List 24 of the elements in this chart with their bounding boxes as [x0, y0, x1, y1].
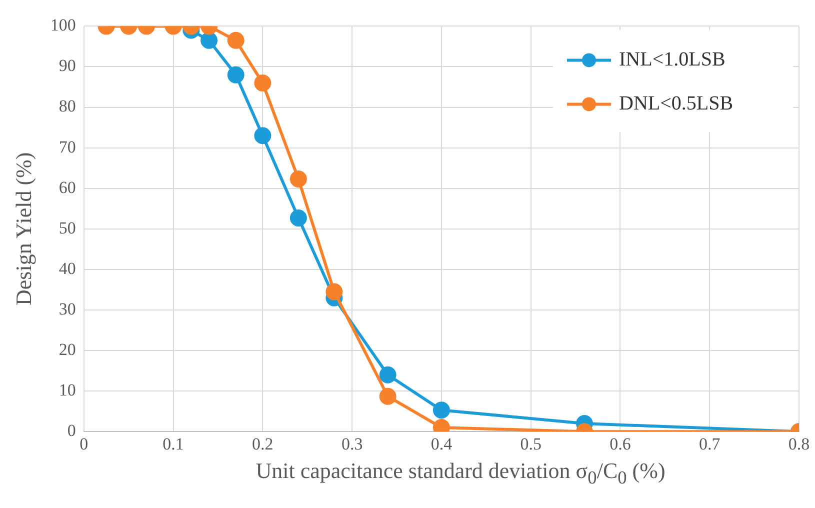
x-tick-label: 0.8 [788, 434, 810, 454]
x-tick-label: 0 [80, 434, 88, 454]
y-tick-label: 0 [67, 421, 76, 440]
x-tick-label: 0.7 [698, 434, 721, 454]
x-tick-label: 0.1 [162, 434, 184, 454]
y-tick-label: 100 [50, 16, 76, 35]
x-tick-label: 0.2 [252, 434, 274, 454]
legend-label: DNL<0.5LSB [619, 92, 734, 114]
x-tick-label: 0.6 [610, 434, 631, 454]
x-axis-title: Unit capacitance standard deviation σ$_{0}$/C$_{0}$ (%) [254, 458, 666, 488]
x-tick-label: 0.4 [430, 434, 453, 454]
y-tick-label: 70 [58, 137, 76, 156]
y-tick-label: 30 [58, 299, 76, 318]
y-tick-label: 40 [58, 258, 76, 278]
y-tick-label: 20 [58, 340, 76, 359]
y-tick-label: 10 [58, 380, 76, 400]
legend-label: INL<1.0LSB [619, 48, 726, 70]
y-axis-title: Design Yield (%) [10, 152, 36, 306]
y-tick-label: 50 [58, 218, 76, 238]
x-tick-label: 0.3 [341, 434, 363, 454]
y-tick-label: 60 [58, 178, 76, 197]
y-tick-label: 80 [58, 96, 76, 116]
x-tick-label: 0.5 [520, 434, 542, 454]
y-tick-label: 90 [58, 56, 76, 76]
